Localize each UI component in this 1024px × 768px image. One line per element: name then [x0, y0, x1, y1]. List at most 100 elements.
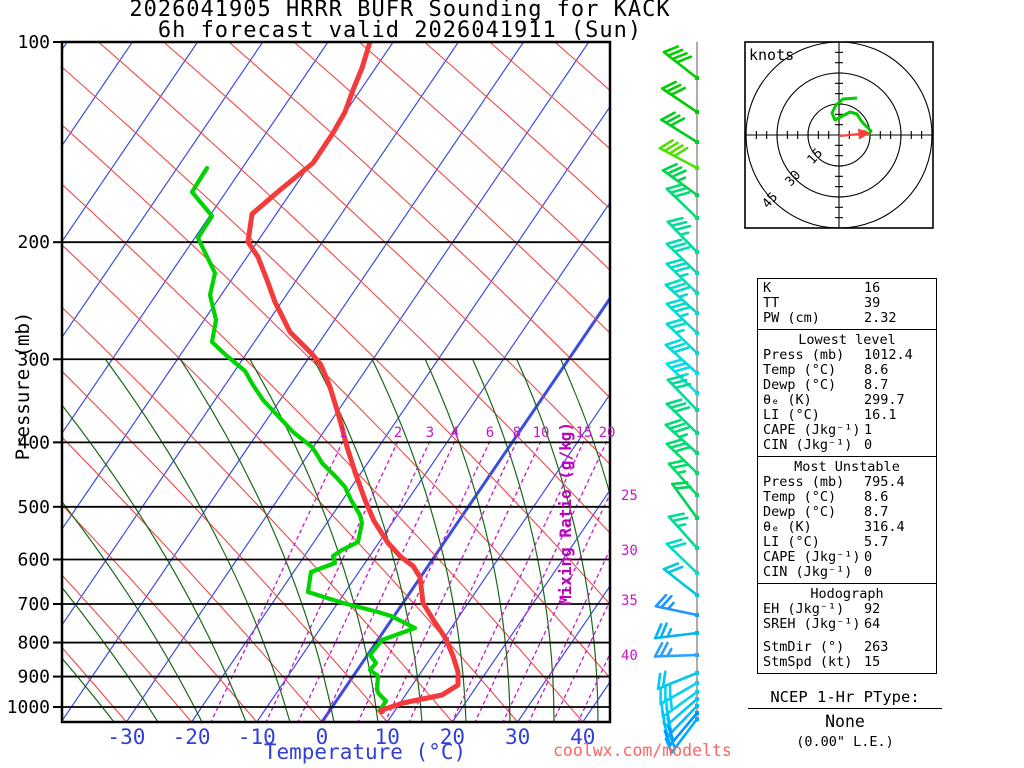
stat-row: Press (mb) 795.4 [758, 475, 936, 490]
stat-value: 5.7 [864, 534, 889, 550]
stat-value: 0 [864, 549, 873, 565]
temp-tick-label: 30 [505, 725, 530, 749]
stat-value: 316.4 [864, 519, 905, 535]
stat-row: Temp (°C) 8.6 [758, 363, 936, 378]
wind-barb [654, 622, 699, 640]
wind-barb [661, 162, 699, 197]
stat-value: 8.7 [864, 377, 889, 393]
wind-barb [665, 183, 699, 220]
stat-label: Press (mb) [763, 474, 845, 490]
mixing-label: 8 [513, 425, 521, 441]
stat-label: StmDir (°) [763, 639, 845, 655]
wind-barb [665, 258, 699, 295]
stat-row: CIN (Jkg⁻¹) 0 [758, 438, 936, 453]
pressure-tick-label: 200 [17, 232, 50, 253]
stat-value: 0 [864, 564, 873, 580]
pressure-tick-label: 400 [17, 432, 50, 453]
mixing-label: 30 [621, 543, 638, 559]
temp-tick-label: 10 [375, 725, 400, 749]
wind-barb [667, 512, 699, 550]
stat-label: SREH (Jkg⁻¹) [763, 616, 861, 632]
wind-barb [660, 111, 699, 144]
watermark-link[interactable]: coolwx.com/modelts [553, 741, 732, 760]
stat-row: SREH (Jkg⁻¹) 64 [758, 617, 936, 632]
dewpoint-curve [189, 165, 418, 713]
mixing-label: 35 [621, 593, 638, 609]
mixing-ratio-lines [210, 440, 610, 722]
ptype-block: NCEP 1-Hr PType: None (0.00" L.E.) [748, 688, 942, 750]
mixing-label: 40 [621, 648, 638, 664]
surface-parcel-dot [378, 707, 386, 715]
stat-label: Dewp (°C) [763, 504, 837, 520]
stat-value: 0 [864, 437, 873, 453]
pressure-tick-label: 100 [17, 32, 50, 53]
stats-section: Most Unstable Press (mb) 795.4 Temp (°C) 8.6… [758, 456, 936, 583]
wind-barb [658, 139, 699, 170]
wind-barb [666, 216, 699, 254]
stat-label: StmSpd (kt) [763, 654, 853, 670]
stats-section-title: Most Unstable [794, 459, 900, 475]
pressure-axis-label: Pressure (mb) [12, 311, 34, 461]
temperature-curve [245, 42, 461, 713]
stat-label: Press (mb) [763, 347, 845, 363]
wind-barb [662, 45, 699, 80]
wind-barb [662, 562, 699, 597]
stats-section-title: Lowest level [798, 332, 896, 348]
stat-label: CIN (Jkg⁻¹) [763, 564, 853, 580]
stat-label: LI (°C) [763, 407, 820, 423]
stat-row: StmDir (°) 263 [758, 640, 936, 655]
stat-value: 1012.4 [864, 347, 913, 363]
stats-panel: K 16 TT 39 PW (cm) 2.32 Lowest level Press (mb)… [757, 278, 937, 674]
stat-label: θₑ (K) [763, 519, 812, 535]
stat-value: 8.6 [864, 489, 889, 505]
stats-section-title: Hodograph [810, 586, 884, 602]
stat-row: Temp (°C) 8.6 [758, 490, 936, 505]
ptype-title: NCEP 1-Hr PType: [748, 688, 942, 709]
stat-row: Dewp (°C) 8.7 [758, 505, 936, 520]
stat-label: CAPE (Jkg⁻¹) [763, 549, 861, 565]
stat-value: 263 [864, 639, 889, 655]
temp-tick-label: -20 [173, 725, 211, 749]
stat-row: K 16 [758, 281, 936, 296]
wind-barb [665, 298, 699, 335]
stat-row: θₑ (K) 316.4 [758, 520, 936, 535]
wind-barb [665, 438, 699, 475]
pressure-tick-label: 800 [17, 633, 50, 654]
stat-value: 16.1 [864, 407, 897, 423]
wind-barb [665, 398, 699, 435]
mixing-ratio-labels: 1 2 3 4 6 8 10 15 20 25 30 35 40 [339, 425, 638, 664]
mixing-label: 25 [621, 488, 638, 504]
mixing-label: 20 [599, 425, 616, 441]
wind-barb [660, 80, 699, 114]
stat-value: 299.7 [864, 392, 905, 408]
stat-value: 39 [864, 295, 881, 311]
stat-label: TT [763, 295, 780, 311]
plot-border [60, 40, 612, 724]
pressure-tick-label: 700 [17, 594, 50, 615]
stat-row: CAPE (Jkg⁻¹) 0 [758, 550, 936, 565]
mixing-label: 15 [576, 425, 593, 441]
stat-row: θₑ (K) 299.7 [758, 393, 936, 408]
temperature-axis-label: Temperature (°C) [263, 740, 467, 764]
wind-barb [665, 538, 699, 575]
pressure-tick-label: 300 [17, 349, 50, 370]
stat-label: LI (°C) [763, 534, 820, 550]
storm-motion-arrow [838, 132, 861, 138]
hodograph-trace [830, 96, 873, 136]
pressure-tick-label: 500 [17, 497, 50, 518]
temp-tick-label: -30 [107, 725, 145, 749]
chart-title: 2026041905 HRRR BUFR Sounding for KACK [129, 0, 671, 22]
stat-label: Temp (°C) [763, 489, 837, 505]
wind-barb [665, 318, 699, 355]
stat-label: CIN (Jkg⁻¹) [763, 437, 853, 453]
wind-barb [671, 481, 699, 520]
stat-row: CIN (Jkg⁻¹) 0 [758, 565, 936, 580]
wind-barb [666, 374, 699, 412]
temperature-axis: -30 -20 -10 0 10 20 30 40 [107, 725, 595, 749]
wind-barb [653, 641, 699, 658]
mixing-ratio-axis-label: Mixing Ratio (g/kg) [556, 421, 575, 605]
stats-section: Lowest level Press (mb) 1012.4 Temp (°C) 8.6… [758, 329, 936, 456]
stat-value: 795.4 [864, 474, 905, 490]
